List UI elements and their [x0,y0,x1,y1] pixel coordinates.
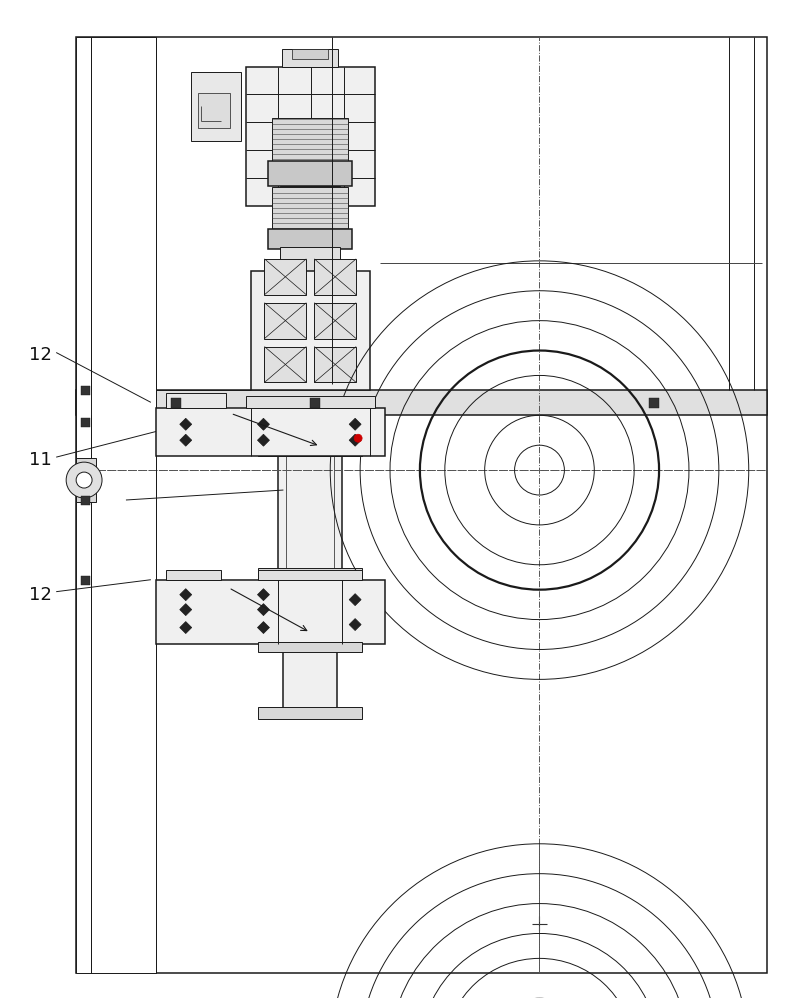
Bar [246,396,375,408]
Polygon shape [349,434,361,446]
Polygon shape [180,434,191,446]
Bar [258,568,362,578]
Polygon shape [180,418,191,430]
Bar [258,448,362,456]
Bar [81,386,90,395]
Bar [269,161,352,186]
Polygon shape [349,594,361,606]
Bar [81,418,90,427]
Bar [258,570,362,580]
Bar [258,707,362,719]
Bar [81,496,90,505]
Text: 12: 12 [29,346,52,364]
Bar [165,570,221,580]
Bar [278,456,342,570]
Bar [76,37,156,973]
Circle shape [66,462,102,498]
Polygon shape [349,418,361,430]
Text: 12: 12 [29,586,52,604]
Bar [310,398,320,408]
Bar [292,49,329,59]
Circle shape [354,434,362,442]
Polygon shape [333,263,746,677]
Polygon shape [258,418,269,430]
Bar [246,67,375,206]
Bar [281,247,340,271]
Bar [76,458,96,502]
Bar [191,72,240,141]
Bar [258,642,362,652]
Bar [314,259,356,295]
Polygon shape [258,589,269,601]
Polygon shape [258,434,269,446]
Bar [156,408,385,456]
Bar [269,229,352,249]
Text: 11: 11 [29,451,52,469]
Bar [76,390,767,415]
Bar [265,303,307,339]
Polygon shape [258,622,269,634]
Bar [284,644,337,709]
Bar [265,259,307,295]
Polygon shape [258,604,269,616]
Bar [171,398,180,408]
Bar [281,186,340,206]
Bar [156,580,385,644]
Bar [314,347,356,382]
Bar [251,271,370,390]
Bar [81,576,90,585]
Circle shape [76,472,92,488]
Bar [649,398,659,408]
Bar [273,118,348,163]
Polygon shape [180,622,191,634]
Polygon shape [349,619,361,631]
Bar [314,303,356,339]
Bar [273,187,348,231]
Polygon shape [180,589,191,601]
Bar [198,93,229,128]
Bar [165,393,225,408]
Bar [265,347,307,382]
Polygon shape [180,604,191,616]
Bar [282,49,338,67]
Bar [76,37,767,973]
